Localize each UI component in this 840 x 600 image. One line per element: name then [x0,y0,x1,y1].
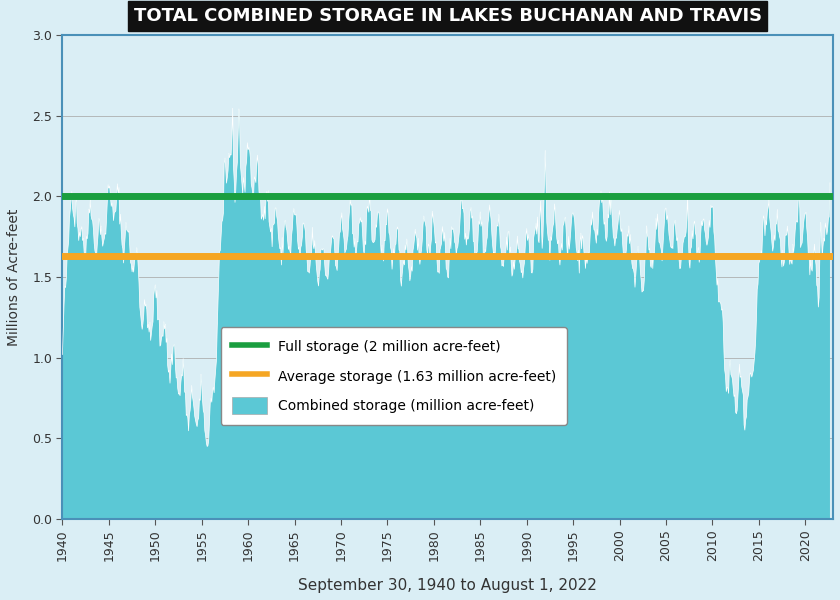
Legend: Full storage (2 million acre-feet), Average storage (1.63 million acre-feet), Co: Full storage (2 million acre-feet), Aver… [221,327,567,425]
Title: TOTAL COMBINED STORAGE IN LAKES BUCHANAN AND TRAVIS: TOTAL COMBINED STORAGE IN LAKES BUCHANAN… [134,7,762,25]
Y-axis label: Millions of Acre-feet: Millions of Acre-feet [7,208,21,346]
X-axis label: September 30, 1940 to August 1, 2022: September 30, 1940 to August 1, 2022 [298,578,597,593]
